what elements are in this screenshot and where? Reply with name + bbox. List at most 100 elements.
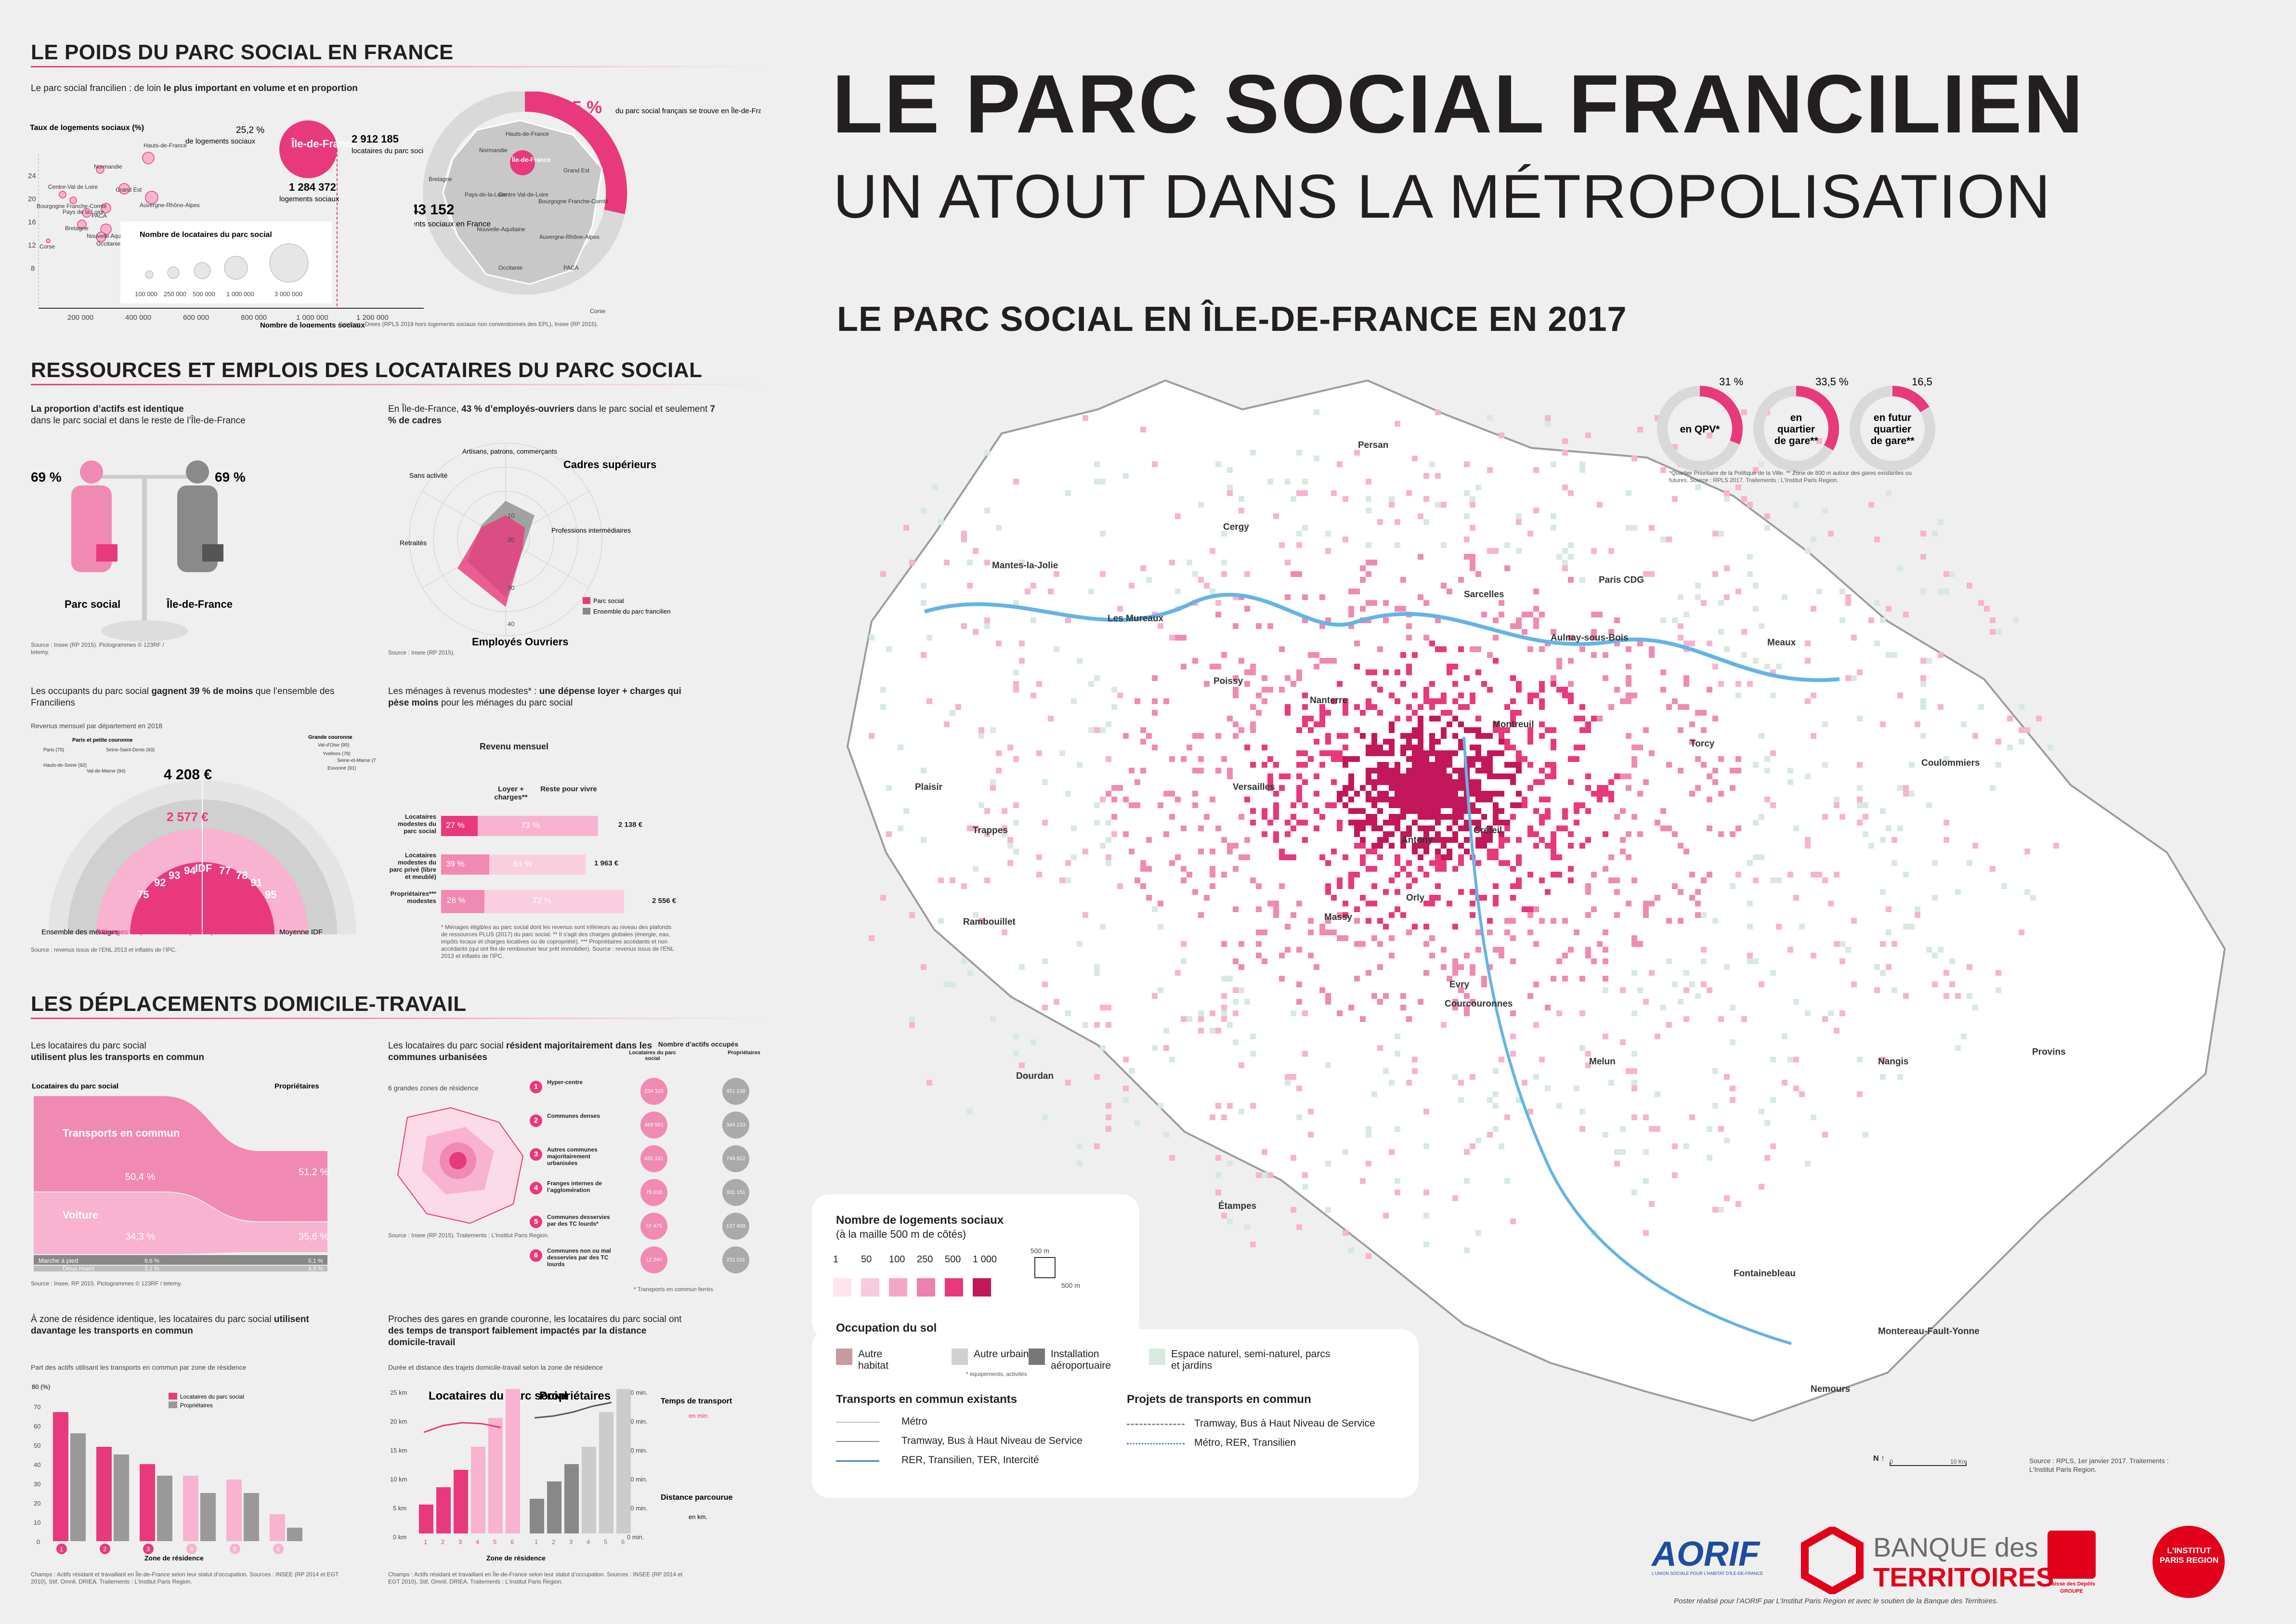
time-text: Proches des gares en grande couronne, le… <box>388 1314 682 1348</box>
north-arrow-icon: N ↑ <box>1873 1454 1885 1463</box>
pct-right: 69 % <box>215 470 246 485</box>
zone-label: Autres communes majoritairement urbanisé… <box>547 1146 598 1166</box>
svg-text:Moyenne IDF: Moyenne IDF <box>279 928 323 936</box>
donut-arc <box>1892 386 1930 413</box>
time-tick-label: 5 <box>493 1538 496 1545</box>
svg-text:Hauts-de-France: Hauts-de-France <box>506 131 549 137</box>
revenu-text: Les occupants du parc social gagnent 39 … <box>31 686 335 708</box>
radar-ticks: 10 20 30 40 <box>508 512 514 628</box>
svg-text:Ensemble du parc francilien: Ensemble du parc francilien <box>593 608 670 615</box>
legend-cell-label-side: 500 m <box>1061 1282 1080 1289</box>
legend-cell-label-top: 500 m <box>1031 1247 1049 1255</box>
map-place-label: Provins <box>2032 1047 2066 1057</box>
bar-tick-label: 1 <box>60 1545 63 1553</box>
svg-text:200 000: 200 000 <box>67 314 93 322</box>
bar-mark <box>70 1433 86 1541</box>
map-scale-zero: 0 <box>1890 1458 1893 1465</box>
svg-text:51,2 %: 51,2 % <box>299 1167 328 1178</box>
section1-intro: Le parc social francilien : de loin le p… <box>31 83 358 93</box>
zone-row: 5 Communes desservies par des TC lourds* 5… <box>530 1212 770 1244</box>
legend-class-label: 1 000 <box>973 1254 997 1265</box>
legend-class-swatch <box>945 1278 963 1297</box>
legend-subtitle: (à la maille 500 m de côtés) <box>836 1228 966 1240</box>
bubble-xticks: 200 000 400 000 600 000 800 000 1 000 00… <box>67 314 389 322</box>
legend-class-label: 250 <box>917 1254 933 1265</box>
csp-text: En Île-de-France, 43 % d’employés-ouvrie… <box>388 404 716 426</box>
cdc-logo-icon <box>2048 1531 2096 1579</box>
bubble-region-labels: Hauts-de-France Normandie Grand Est Cent… <box>37 142 200 250</box>
bar-mark <box>270 1514 285 1541</box>
map-place-label: Mantes-la-Jolie <box>992 561 1058 571</box>
legend-occ-items: Autre habitat Autre urbain* * équipement… <box>836 1349 1414 1387</box>
km-ticks: 25 km 20 km 15 km 10 km 5 km 0 km <box>390 1389 407 1541</box>
time-bar-mark <box>599 1412 613 1533</box>
svg-text:4,9 %: 4,9 % <box>308 1265 323 1272</box>
legend-class-label: 1 <box>833 1254 839 1265</box>
svg-text:0: 0 <box>37 1538 40 1545</box>
zone-value-social: 431 161 <box>640 1145 667 1172</box>
donut-label: de gare** <box>1774 435 1818 446</box>
mode-sankey: Locataires du parc social Propriétaires … <box>32 1082 328 1272</box>
svg-text:Grand Est: Grand Est <box>563 167 590 174</box>
time-bar-mark <box>547 1481 561 1533</box>
legend-class-label: 50 <box>861 1254 872 1265</box>
tc-text: Les locataires du parc social utilisent p… <box>31 1041 205 1062</box>
map-place-label: Meaux <box>1767 638 1796 648</box>
bar-mark <box>114 1454 129 1541</box>
map-place-label: Plaisir <box>915 782 943 792</box>
svg-text:Hauts-de-France: Hauts-de-France <box>144 142 187 149</box>
zone-row: 4 Franges internes de l’agglomération 75 0… <box>530 1178 770 1210</box>
legend-box-classes <box>812 1194 1139 1339</box>
map-total: 4 843 152 <box>414 202 454 218</box>
time-sub: Durée et distance des trajets domicile-t… <box>388 1363 603 1371</box>
svg-text:20: 20 <box>28 195 36 203</box>
zone-number: 5 <box>530 1216 542 1228</box>
svg-text:en km.: en km. <box>689 1513 707 1520</box>
donut-label: quartier <box>1874 424 1911 435</box>
menages-row: Locataires modestes du parc privé (libre… <box>389 851 619 880</box>
zone-marker <box>143 1544 154 1554</box>
time-bar-mark <box>616 1389 631 1533</box>
map-place-label: Versailles <box>1233 782 1275 792</box>
map-place-label: Orly <box>1406 893 1424 903</box>
svg-text:20: 20 <box>508 536 514 543</box>
svg-text:Locataires du parc social: Locataires du parc social <box>180 1393 244 1400</box>
france-map-donut: Île-de-France Hauts-de-France Normandie … <box>414 92 761 314</box>
svg-text:1 000 000: 1 000 000 <box>226 290 254 298</box>
svg-text:Grand Est: Grand Est <box>116 186 142 193</box>
ipr-logo-text: L'INSTITUT PARIS REGION <box>2159 1546 2219 1565</box>
bar-mark <box>200 1493 216 1541</box>
svg-text:0 min.: 0 min. <box>627 1533 644 1541</box>
svg-text:50,4 %: 50,4 % <box>125 1172 155 1182</box>
svg-text:25 km: 25 km <box>390 1389 407 1396</box>
zone-row: 1 Hyper-centre 234 315 451 136 <box>530 1077 770 1109</box>
map-source: Source : RPLS, 1er janvier 2017. Traitem… <box>2029 1457 2169 1473</box>
svg-text:Grande couronne: Grande couronne <box>308 734 352 740</box>
time-bar-mark <box>436 1487 451 1533</box>
svg-text:3,1 %: 3,1 % <box>144 1265 159 1272</box>
svg-text:Moyenne parc social IDF: Moyenne parc social IDF <box>179 928 259 936</box>
svg-text:91: 91 <box>250 877 262 889</box>
time-tick-label: 1 <box>535 1538 538 1545</box>
legend-proj-title: Projets de transports en commun <box>1127 1393 1311 1406</box>
legend-proj-items: Tramway, Bus à Haut Niveau de Service Mé… <box>1127 1418 1416 1456</box>
map-place-label: Fontainebleau <box>1734 1269 1796 1279</box>
bar-text: À zone de résidence identique, les locat… <box>31 1314 309 1336</box>
cdc-logo-text: Caisse des Dépôts GROUPE <box>2048 1581 2095 1594</box>
svg-text:Essonne (91): Essonne (91) <box>327 766 356 771</box>
svg-text:60: 60 <box>34 1423 40 1430</box>
section1-title: LE POIDS DU PARC SOCIAL EN FRANCE <box>31 40 454 64</box>
map-place-label: Coulommiers <box>1921 758 1980 768</box>
map-place-label: Courcouronnes <box>1445 999 1513 1009</box>
menages-row: Locataires modestes du parc social 27 % … <box>388 813 677 844</box>
bubble-ylabel: Taux de logements sociaux (%) <box>30 124 144 132</box>
svg-text:Île-de-France: Île-de-France <box>511 156 551 163</box>
bar-tick-label: 3 <box>146 1545 150 1553</box>
actifs-text: La proportion d’actifs est identique dans… <box>31 404 246 426</box>
svg-text:16: 16 <box>28 218 36 226</box>
svg-text:Zone de résidence: Zone de résidence <box>144 1554 204 1562</box>
svg-text:Retraités: Retraités <box>400 539 427 547</box>
count-logements: 1 284 372 <box>289 181 336 193</box>
svg-text:Centre Val-de-Loire: Centre Val-de-Loire <box>498 191 548 198</box>
